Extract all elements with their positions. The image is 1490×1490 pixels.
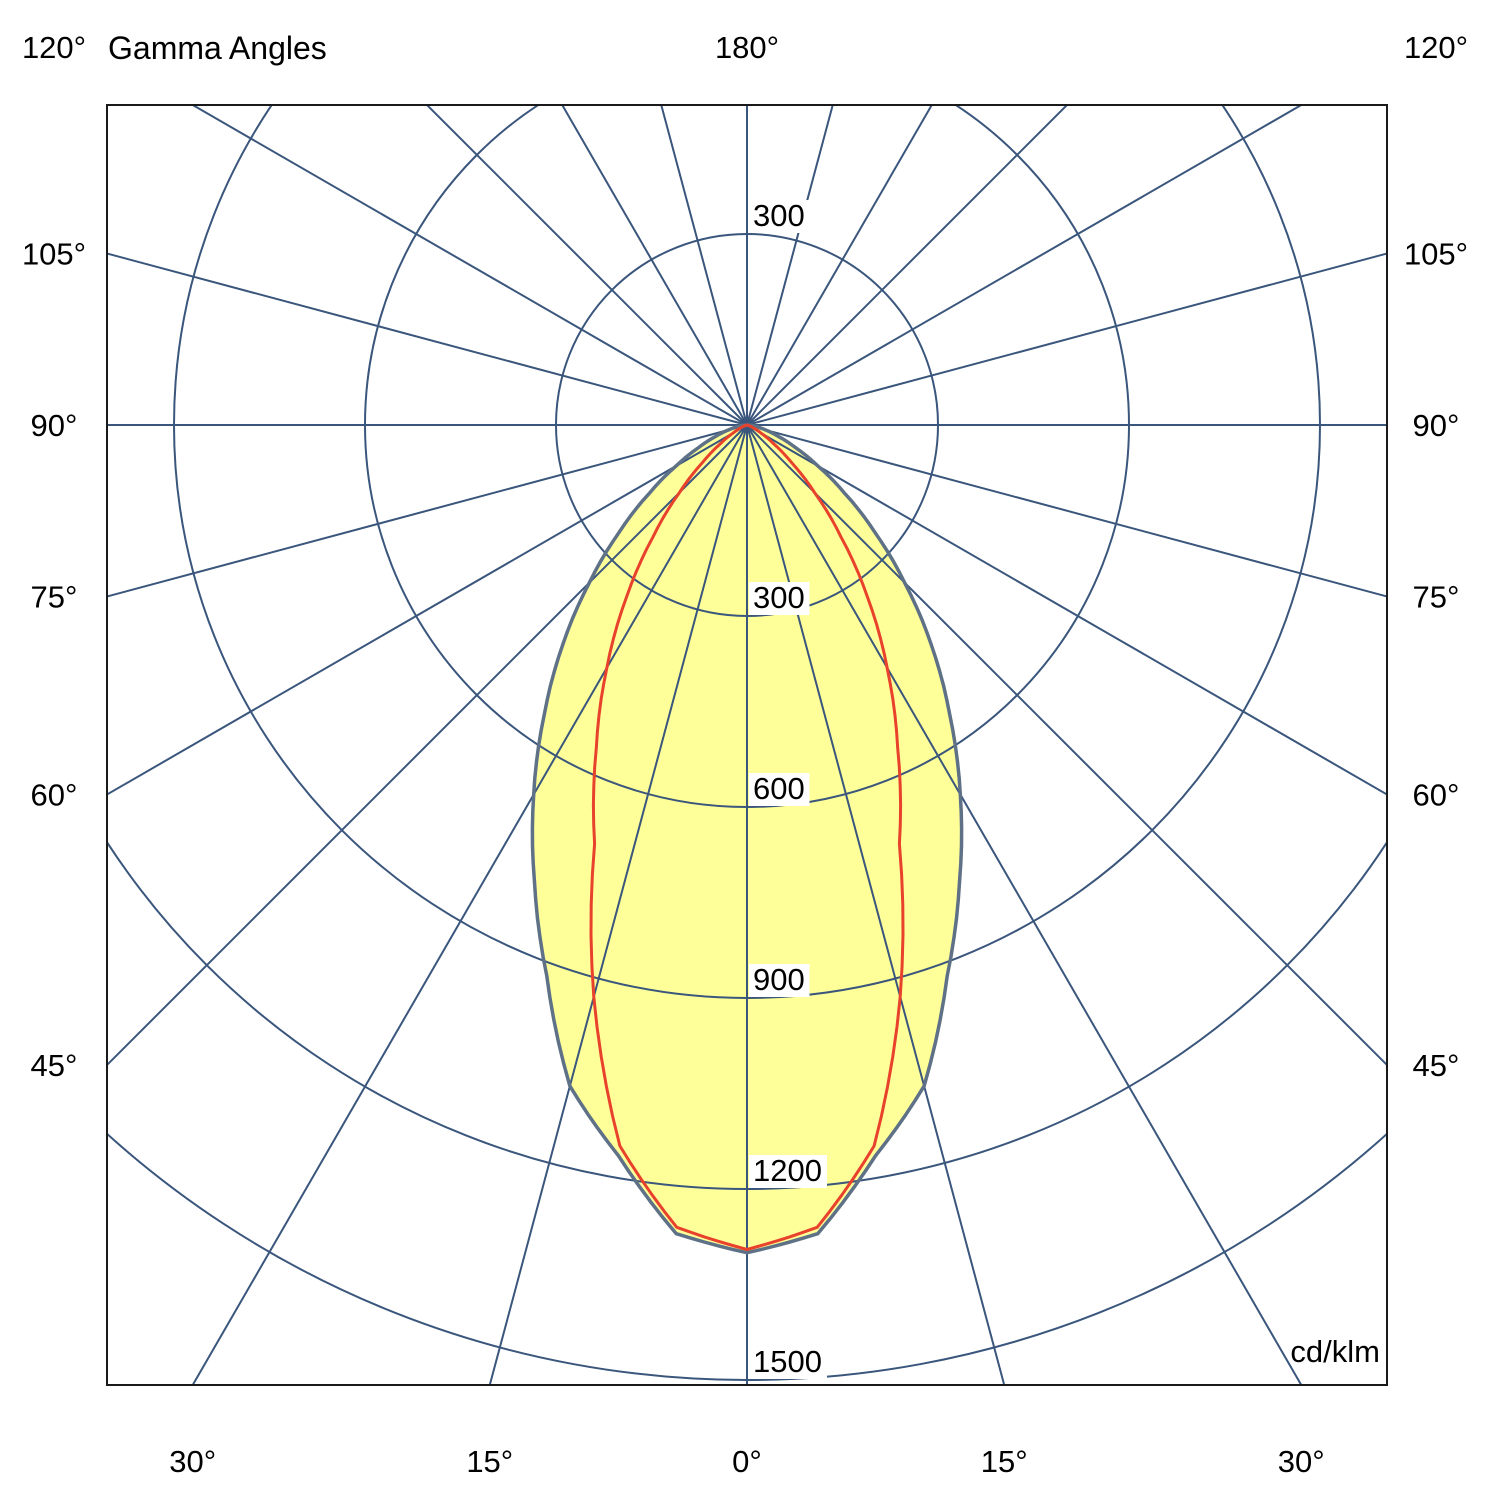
radial-grid-line (191, 424, 748, 1385)
angle-labels: 180° 120° 120° 105° 105° 90° 90° 75° 75° 60° 60° 45… (22, 30, 1468, 1479)
red-curve (589, 423, 905, 1251)
ring-label: 1200 (753, 1153, 822, 1188)
radial-grid-line (425, 105, 748, 426)
angle-label-left: 75° (31, 579, 78, 614)
chart-title: Gamma Angles (108, 30, 327, 66)
angle-label-top-center: 180° (715, 30, 779, 65)
radial-grid-line (746, 105, 834, 426)
angle-label-right: 75° (1413, 579, 1460, 614)
angle-label-right: 105° (1404, 237, 1468, 272)
radial-grid-line (107, 424, 748, 598)
ring-label-bg (749, 773, 810, 806)
ring-label: 300 (753, 580, 805, 615)
radial-grid-line (746, 252, 1387, 426)
radial-grid-line (746, 424, 1387, 598)
angle-label-left: 120° (22, 30, 86, 65)
radial-grid-line (746, 424, 1006, 1385)
radial-grid-line (107, 252, 748, 426)
angle-label-left: 105° (22, 237, 86, 272)
radial-grid-line (561, 105, 748, 426)
angle-label-right: 60° (1413, 778, 1460, 813)
radial-grid-line (746, 105, 1069, 426)
angle-label-right: 90° (1413, 408, 1460, 443)
plot-border (106, 104, 1388, 1386)
ring-label-bg (749, 1155, 827, 1188)
angle-label-bottom: 30° (1278, 1444, 1325, 1479)
radial-grid-line (107, 424, 748, 796)
radial-grid-line (107, 424, 748, 1067)
ring-label-bg (749, 200, 810, 233)
ring-labels: 300 300 600 900 1200 1500 (749, 198, 827, 1379)
unit-label: cd/klm (1290, 1334, 1380, 1369)
angle-label-right: 120° (1404, 30, 1468, 65)
angle-label-left: 90° (31, 408, 78, 443)
radial-grid-line (488, 424, 748, 1385)
angle-label-bottom: 30° (169, 1444, 216, 1479)
ring-label: 1500 (753, 1344, 822, 1379)
radial-grid-line (746, 105, 933, 426)
ring-label: 900 (753, 962, 805, 997)
angle-label-bottom: 0° (732, 1444, 762, 1479)
ring-label: 600 (753, 771, 805, 806)
angle-label-bottom: 15° (981, 1444, 1028, 1479)
radial-grid-line (190, 105, 748, 426)
filled-curve-outline (530, 423, 964, 1255)
angle-label-left: 45° (31, 1048, 78, 1083)
curves-layer (530, 423, 964, 1255)
ring-label-bg (749, 582, 810, 615)
radial-grid-line (746, 105, 1304, 426)
radial-grid-line (746, 424, 1387, 1067)
ring-label-top: 300 (753, 198, 805, 233)
radial-grid-line (746, 424, 1303, 1385)
radial-grid-line (746, 424, 1387, 796)
ring-label-bg (749, 964, 810, 997)
ring-label-bg (749, 1346, 827, 1379)
radial-grid-line (660, 105, 748, 426)
angle-label-bottom: 15° (466, 1444, 513, 1479)
angle-label-right: 45° (1413, 1048, 1460, 1083)
angle-label-left: 60° (31, 778, 78, 813)
